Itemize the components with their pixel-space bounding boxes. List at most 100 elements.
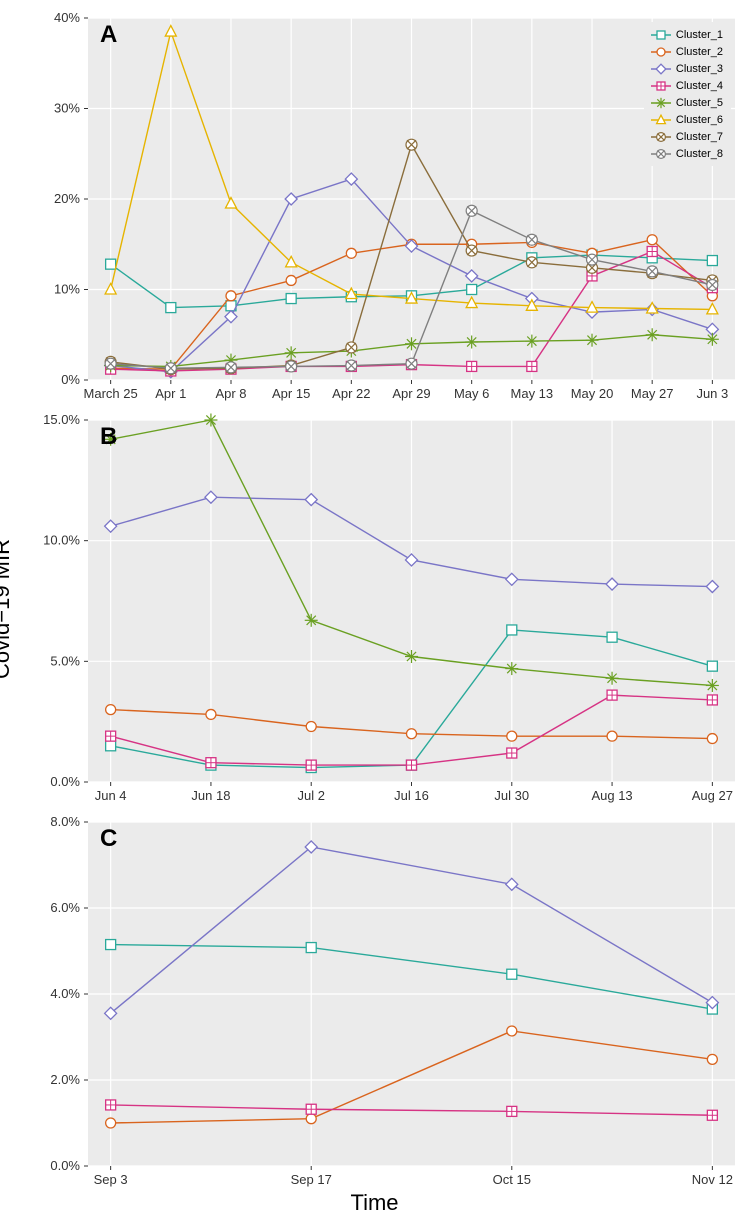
- marker-Cluster_1: [106, 259, 116, 269]
- marker-Cluster_3: [406, 554, 418, 566]
- marker-Cluster_3: [606, 578, 618, 590]
- svg-text:Apr 8: Apr 8: [215, 386, 246, 401]
- svg-text:2.0%: 2.0%: [50, 1072, 80, 1087]
- marker-Cluster_2: [306, 1114, 316, 1124]
- marker-Cluster_5: [204, 414, 217, 427]
- marker-Cluster_2: [226, 291, 236, 301]
- panel-letter: C: [100, 825, 117, 852]
- legend-item-Cluster_2: Cluster_2: [652, 43, 723, 60]
- svg-text:May 20: May 20: [571, 386, 614, 401]
- series-Cluster_3: [111, 847, 713, 1013]
- legend-item-Cluster_3: Cluster_3: [652, 60, 723, 77]
- legend-item-Cluster_1: Cluster_1: [652, 26, 723, 43]
- legend-label: Cluster_6: [676, 114, 723, 126]
- svg-text:40%: 40%: [54, 10, 80, 25]
- marker-Cluster_5: [606, 672, 619, 685]
- marker-Cluster_1: [707, 256, 717, 266]
- marker-Cluster_5: [706, 679, 719, 692]
- marker-Cluster_3: [506, 573, 518, 585]
- marker-Cluster_8: [647, 266, 658, 277]
- marker-Cluster_4: [707, 695, 717, 705]
- marker-Cluster_5: [706, 333, 719, 346]
- marker-Cluster_2: [707, 734, 717, 744]
- series-Cluster_4: [111, 1105, 713, 1115]
- marker-Cluster_5: [305, 614, 318, 627]
- marker-Cluster_4: [306, 1104, 316, 1114]
- panel-letter: A: [100, 21, 117, 48]
- panelB-plot: B: [88, 420, 735, 782]
- panelB-xaxis: Jun 4Jun 18Jul 2Jul 16Jul 30Aug 13Aug 27: [88, 782, 749, 812]
- svg-text:Jun 18: Jun 18: [191, 788, 230, 803]
- svg-text:Nov 12: Nov 12: [692, 1172, 733, 1187]
- legend-item-Cluster_8: Cluster_8: [652, 145, 723, 162]
- marker-Cluster_2: [346, 248, 356, 258]
- svg-text:0.0%: 0.0%: [50, 774, 80, 789]
- marker-Cluster_4: [707, 1110, 717, 1120]
- marker-Cluster_6: [105, 284, 116, 295]
- marker-Cluster_1: [507, 969, 517, 979]
- svg-text:Apr 1: Apr 1: [155, 386, 186, 401]
- svg-text:10.0%: 10.0%: [43, 533, 80, 548]
- panelA-plot: A: [88, 18, 735, 380]
- svg-text:Sep 3: Sep 3: [94, 1172, 128, 1187]
- marker-Cluster_2: [407, 729, 417, 739]
- svg-text:30%: 30%: [54, 101, 80, 116]
- panelC-area: C0.0%2.0%4.0%6.0%8.0%Sep 3Sep 17Oct 15No…: [88, 822, 735, 1166]
- marker-Cluster_1: [507, 625, 517, 635]
- marker-Cluster_5: [405, 337, 418, 350]
- svg-text:March 25: March 25: [84, 386, 138, 401]
- svg-text:Apr 22: Apr 22: [332, 386, 370, 401]
- marker-Cluster_7: [466, 245, 477, 256]
- svg-text:Jul 2: Jul 2: [297, 788, 324, 803]
- marker-Cluster_1: [106, 940, 116, 950]
- svg-text:May 6: May 6: [454, 386, 489, 401]
- svg-text:May 27: May 27: [631, 386, 674, 401]
- marker-Cluster_3: [506, 878, 518, 890]
- marker-Cluster_4: [106, 731, 116, 741]
- marker-Cluster_8: [707, 279, 718, 290]
- marker-Cluster_4: [407, 760, 417, 770]
- legend-label: Cluster_8: [676, 148, 723, 160]
- marker-Cluster_2: [286, 275, 296, 285]
- legend-label: Cluster_5: [676, 97, 723, 109]
- marker-Cluster_1: [106, 741, 116, 751]
- marker-Cluster_8: [105, 358, 116, 369]
- marker-Cluster_5: [405, 650, 418, 663]
- marker-Cluster_4: [527, 361, 537, 371]
- marker-Cluster_4: [206, 758, 216, 768]
- svg-text:Aug 27: Aug 27: [692, 788, 733, 803]
- svg-text:8.0%: 8.0%: [50, 814, 80, 829]
- svg-text:Jul 16: Jul 16: [394, 788, 429, 803]
- marker-Cluster_2: [306, 721, 316, 731]
- panelB-yaxis: 0.0% 5.0% 10.0% 15.0%: [28, 412, 88, 804]
- marker-Cluster_1: [607, 632, 617, 642]
- svg-text:Jun 4: Jun 4: [95, 788, 127, 803]
- svg-text:5.0%: 5.0%: [50, 653, 80, 668]
- legend-item-Cluster_6: Cluster_6: [652, 111, 723, 128]
- svg-text:15.0%: 15.0%: [43, 412, 80, 427]
- marker-Cluster_1: [707, 661, 717, 671]
- marker-Cluster_4: [306, 760, 316, 770]
- svg-text:Aug 13: Aug 13: [591, 788, 632, 803]
- marker-Cluster_5: [505, 662, 518, 675]
- marker-Cluster_8: [225, 362, 236, 373]
- svg-text:Jun 3: Jun 3: [696, 386, 728, 401]
- legend-label: Cluster_2: [676, 46, 723, 58]
- legend-label: Cluster_4: [676, 80, 723, 92]
- marker-Cluster_2: [507, 1026, 517, 1036]
- svg-text:Apr 29: Apr 29: [392, 386, 430, 401]
- marker-Cluster_3: [205, 491, 217, 503]
- marker-Cluster_8: [165, 363, 176, 374]
- marker-Cluster_3: [105, 520, 117, 532]
- svg-text:Sep 17: Sep 17: [291, 1172, 332, 1187]
- marker-Cluster_8: [346, 360, 357, 371]
- svg-text:20%: 20%: [54, 191, 80, 206]
- figure-root: Covid−19 MIR Time A0%10%20%30%40%March 2…: [0, 0, 749, 1218]
- marker-Cluster_5: [586, 334, 599, 347]
- marker-Cluster_1: [306, 943, 316, 953]
- marker-Cluster_5: [525, 335, 538, 348]
- marker-Cluster_6: [165, 26, 176, 37]
- series-Cluster_2: [111, 1031, 713, 1123]
- panelC-yaxis: 0.0%2.0%4.0%6.0%8.0%: [28, 814, 88, 1188]
- marker-Cluster_4: [507, 1106, 517, 1116]
